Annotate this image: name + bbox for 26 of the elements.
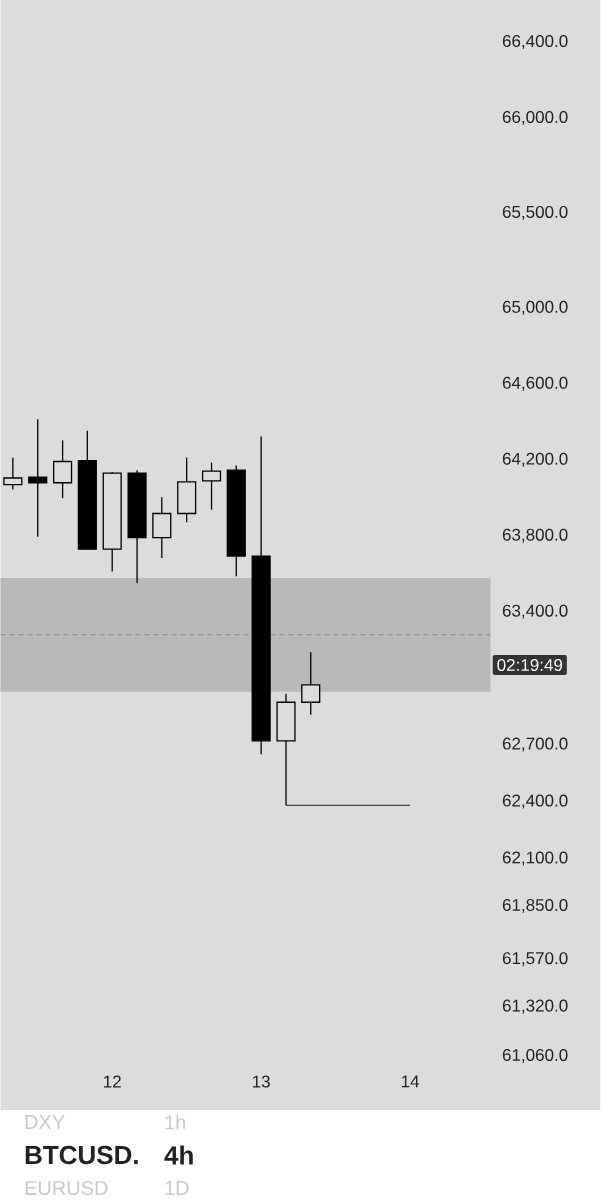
y-tick-label: 61,320.0 [503, 999, 568, 1014]
x-tick-label: 14 [402, 1075, 420, 1088]
candlestick [28, 418, 48, 538]
y-tick-label: 65,000.0 [503, 300, 568, 315]
text: BTCUSD. [26, 1145, 139, 1165]
candlestick [3, 457, 23, 491]
candlestick [202, 461, 222, 511]
y-tick-label: 64,200.0 [503, 452, 568, 467]
y-tick-label: 63,400.0 [503, 604, 568, 619]
y-tick-label: 66,000.0 [503, 110, 568, 126]
x-tick-label: 13 [253, 1075, 271, 1088]
text: 02:19:49 [497, 658, 563, 672]
y-tick-label: 65,500.0 [503, 205, 568, 220]
candlestick [301, 651, 321, 716]
candlestick [53, 439, 73, 499]
text: 4h [164, 1145, 194, 1165]
y-tick-label: 61,850.0 [503, 898, 568, 914]
y-tick-label: 64,600.0 [503, 376, 568, 391]
y-tick-label: 62,700.0 [503, 737, 568, 752]
y-tick-label: 61,570.0 [503, 952, 568, 967]
x-tick-label: 12 [104, 1075, 122, 1088]
y-tick-label: 63,800.0 [503, 528, 568, 543]
y-tick-label: 61,060.0 [503, 1048, 568, 1064]
y-tick-label: 62,400.0 [503, 794, 568, 809]
y-tick-label: 66,400.0 [503, 35, 568, 50]
y-tick-label: 62,100.0 [503, 851, 568, 866]
